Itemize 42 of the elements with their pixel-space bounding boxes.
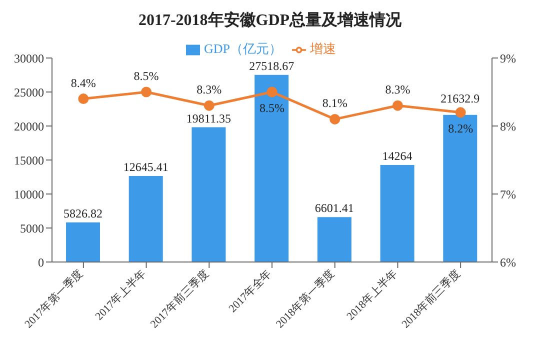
y2-tick-label: 6% xyxy=(500,255,516,270)
data-label: 8.3% xyxy=(196,82,222,97)
legend-label: GDP（亿元） xyxy=(204,41,282,56)
data-label: 21632.9 xyxy=(440,91,480,106)
data-label: 19811.35 xyxy=(186,111,231,126)
point xyxy=(78,94,89,104)
legend-label: 增速 xyxy=(310,41,336,56)
bar xyxy=(380,165,414,262)
y-tick-label: 30000 xyxy=(14,51,44,66)
y-tick-label: 25000 xyxy=(14,85,44,100)
data-label: 8.3% xyxy=(385,82,410,97)
data-label: 5826.82 xyxy=(64,206,102,220)
y2-tick-label: 7% xyxy=(500,187,516,202)
data-label: 27518.67 xyxy=(249,58,294,73)
point xyxy=(455,107,466,118)
bar xyxy=(66,222,100,262)
bar xyxy=(443,114,478,262)
y2-tick-label: 9% xyxy=(500,51,516,66)
chart-title: 2017-2018年安徽GDP总量及增速情况 xyxy=(137,10,403,31)
y-tick-label: 15000 xyxy=(14,153,44,168)
data-label: 6601.41 xyxy=(314,201,354,216)
y2-tick-label: 8% xyxy=(500,119,516,134)
bar xyxy=(254,74,289,262)
y-tick-label: 0 xyxy=(38,255,44,270)
data-label: 14264 xyxy=(382,149,412,164)
data-label: 8.5% xyxy=(260,101,284,115)
bar xyxy=(128,176,163,262)
point xyxy=(330,114,340,124)
data-label: 8.4% xyxy=(70,76,96,90)
point xyxy=(204,100,214,111)
y-tick-label: 5000 xyxy=(20,221,44,236)
data-label: 8.5% xyxy=(134,69,159,83)
point xyxy=(392,100,403,111)
point xyxy=(266,86,278,98)
data-label: 12645.41 xyxy=(123,160,168,174)
data-label: 8.2% xyxy=(448,121,474,136)
y-tick-label: 10000 xyxy=(14,187,44,202)
y-tick-label: 20000 xyxy=(14,119,44,134)
bar xyxy=(317,217,352,262)
data-label: 8.1% xyxy=(322,96,348,110)
point xyxy=(141,86,152,98)
bar xyxy=(192,127,226,262)
